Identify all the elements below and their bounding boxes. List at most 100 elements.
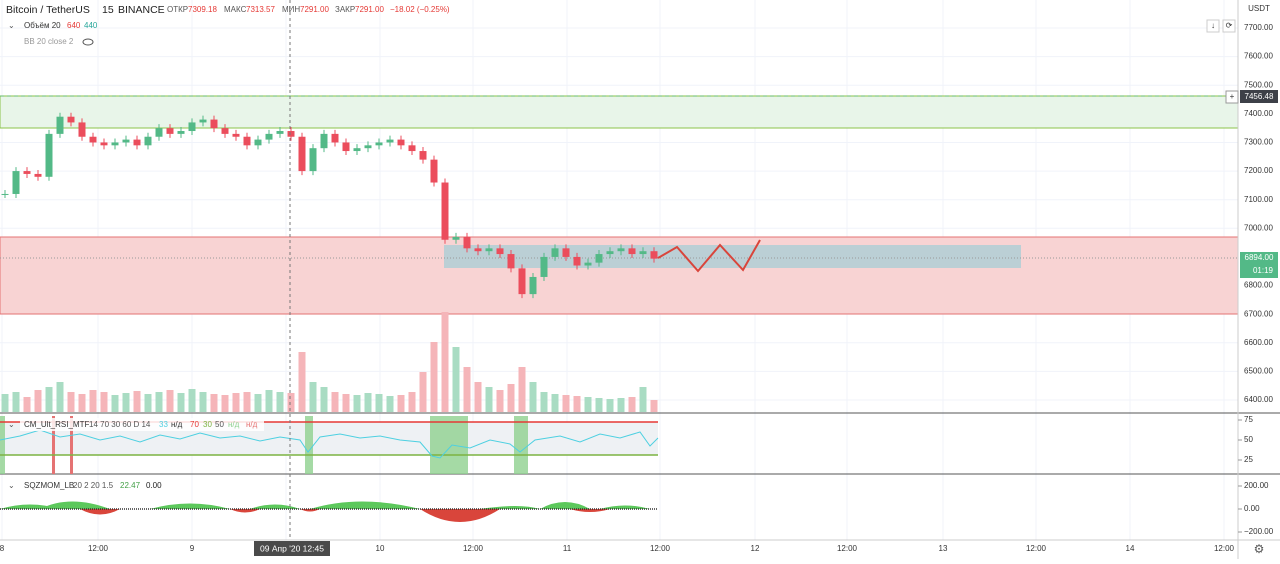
- bb-legend: BB 20 close 2: [24, 37, 74, 46]
- candle: [188, 122, 196, 132]
- visibility-icon[interactable]: [82, 38, 94, 46]
- rsi-highlight: [52, 416, 55, 474]
- candle: [276, 131, 284, 134]
- volume-bar: [56, 382, 64, 412]
- volume-bar: [452, 347, 460, 412]
- volume-bar: [650, 400, 658, 412]
- scroll-icon[interactable]: ↓: [1211, 21, 1215, 30]
- symbol: Bitcoin / TetherUS: [6, 4, 90, 16]
- currency: USDT: [1248, 4, 1270, 13]
- add-icon[interactable]: +: [1230, 92, 1235, 101]
- collapse-toggle[interactable]: ⌄: [8, 420, 15, 429]
- sqz-name: SQZMOM_LB: [24, 481, 74, 490]
- time-label: 12:00: [463, 544, 484, 553]
- price-tick-label: 7000.00: [1244, 223, 1273, 232]
- volume-bar: [463, 367, 471, 412]
- candle: [133, 139, 141, 146]
- candle: [573, 256, 581, 266]
- volume-bar: [243, 392, 251, 412]
- add-button[interactable]: [1225, 90, 1239, 104]
- volume-bar: [430, 342, 438, 412]
- volume-bar: [1, 394, 9, 412]
- candle: [243, 136, 251, 146]
- candle: [144, 136, 152, 146]
- sqz-value: 0.00: [146, 481, 162, 490]
- candle: [386, 139, 394, 143]
- volume-bar: [12, 392, 20, 412]
- reset-button[interactable]: [1222, 19, 1236, 33]
- volume-bar: [320, 387, 328, 412]
- candle: [67, 116, 75, 123]
- scroll-button[interactable]: [1206, 19, 1220, 33]
- candle: [584, 262, 592, 266]
- candle: [78, 122, 86, 137]
- volume-bar: [221, 395, 229, 412]
- collapse-toggle[interactable]: ⌄: [8, 21, 15, 30]
- rsi-value: 30: [203, 420, 212, 429]
- candle: [287, 131, 295, 137]
- rsi-value: н/д: [228, 420, 240, 429]
- countdown: 01:19: [1253, 266, 1274, 275]
- current-price: 6894.00: [1245, 253, 1274, 262]
- volume-value: 640: [67, 21, 81, 30]
- sqz-params: 20 2 20 1.5: [73, 481, 114, 490]
- settings-icon[interactable]: ⚙: [1254, 542, 1265, 556]
- volume-bar: [155, 392, 163, 412]
- volume-bar: [188, 389, 196, 412]
- volume-bar: [331, 392, 339, 412]
- candle: [45, 133, 53, 177]
- sqz-value: 22.47: [120, 481, 141, 490]
- candle: [1, 193, 9, 195]
- candle: [265, 133, 273, 140]
- rsi-value: н/д: [246, 420, 258, 429]
- time-label: 12:00: [650, 544, 671, 553]
- high-label: МАКС: [224, 5, 247, 14]
- rsi-tick-label: 50: [1244, 435, 1253, 444]
- volume-bar: [573, 396, 581, 412]
- volume-bar: [562, 395, 570, 412]
- marker-label: 7456.48: [1245, 92, 1274, 101]
- crosshair-label: 09 Апр '20 12:45: [260, 543, 324, 553]
- volume-bar: [133, 391, 141, 412]
- reset-icon[interactable]: ⟳: [1226, 21, 1233, 30]
- legend-bg: [20, 418, 264, 431]
- volume-bar: [23, 397, 31, 412]
- rsi-highlight: [514, 416, 528, 474]
- volume-bar: [551, 394, 559, 412]
- volume-bar: [276, 392, 284, 412]
- change: −18.02 (−0.25%): [390, 5, 450, 14]
- volume-bar: [254, 394, 262, 412]
- volume-bar: [408, 392, 416, 412]
- candle: [551, 248, 559, 257]
- open-label: ОТКР: [167, 5, 188, 14]
- price-tick-label: 7400.00: [1244, 109, 1273, 118]
- close: 7291.00: [355, 5, 384, 14]
- candle: [309, 148, 317, 172]
- volume-bar: [485, 387, 493, 412]
- candle: [210, 119, 218, 129]
- rsi-name: CM_Ult_RSI_MTF: [24, 420, 89, 429]
- candle: [419, 151, 427, 160]
- range-box: [444, 245, 1021, 268]
- candle: [606, 251, 614, 255]
- volume-bar: [441, 312, 449, 412]
- collapse-toggle[interactable]: ⌄: [8, 481, 15, 490]
- candle: [408, 145, 416, 152]
- volume-bar: [386, 396, 394, 412]
- volume-bar: [45, 387, 53, 412]
- volume-bar: [496, 390, 504, 412]
- candle: [529, 276, 537, 295]
- candle: [375, 142, 383, 146]
- close-label: ЗАКР: [335, 5, 355, 14]
- candle: [320, 133, 328, 149]
- time-label: 12:00: [88, 544, 109, 553]
- price-tick-label: 6600.00: [1244, 338, 1273, 347]
- volume-bar: [529, 382, 537, 412]
- candle: [485, 248, 493, 252]
- candle: [507, 254, 515, 269]
- time-label: 11: [563, 544, 572, 553]
- volume-bar: [100, 392, 108, 412]
- volume-bar: [606, 399, 614, 412]
- time-label: 12:00: [1214, 544, 1235, 553]
- volume-bar: [122, 393, 130, 412]
